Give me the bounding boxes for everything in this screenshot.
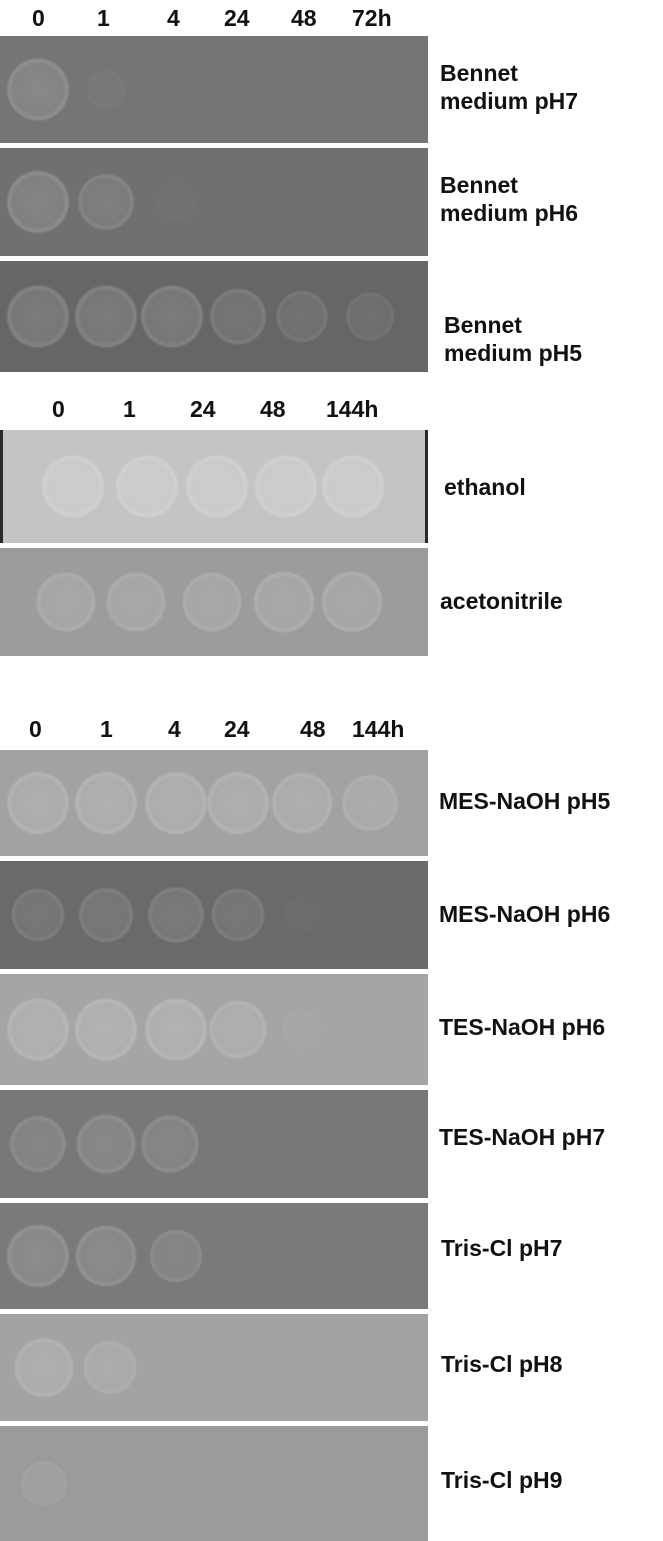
colony-spot <box>13 1337 75 1398</box>
plate-strip <box>0 36 428 143</box>
time-label: 4 <box>168 716 181 742</box>
row-label: Tris-Cl pH8 <box>441 1351 563 1377</box>
plate-strip <box>0 861 428 969</box>
plate-image <box>10 886 322 944</box>
colony-spot <box>208 999 268 1060</box>
colony-spot <box>82 1340 138 1395</box>
colony-spot <box>275 290 329 343</box>
row-label: MES-NaOH pH6 <box>439 901 611 927</box>
colony-spot <box>320 570 384 634</box>
colony-spot <box>6 57 70 122</box>
colony-spot <box>6 771 70 835</box>
colony-spot <box>341 774 399 832</box>
row-label: Tris-Cl pH9 <box>441 1467 563 1493</box>
plate-strip <box>0 1314 428 1421</box>
plate-strip <box>0 750 428 856</box>
colony-spot <box>252 570 316 634</box>
plate-strip <box>0 974 428 1085</box>
time-label: 24 <box>224 5 250 31</box>
time-label: 0 <box>52 396 65 422</box>
colony-spot <box>185 454 249 519</box>
colony-spot <box>10 887 66 943</box>
colony-spot <box>148 1228 204 1284</box>
time-label: 4 <box>167 5 180 31</box>
plate-image <box>13 1337 138 1398</box>
time-label: 48 <box>291 5 317 31</box>
plate-strip <box>0 261 428 372</box>
time-label: 48 <box>260 396 286 422</box>
colony-spot <box>9 1115 67 1173</box>
row-label: Bennet medium pH7 <box>440 60 579 114</box>
plate-image <box>6 284 395 349</box>
row-label: Bennet medium pH5 <box>444 312 583 366</box>
colony-spot <box>140 284 204 349</box>
colony-spot <box>282 1009 322 1050</box>
colony-spot <box>156 182 196 222</box>
row-label: Tris-Cl pH7 <box>441 1235 563 1261</box>
colony-spot <box>105 571 167 633</box>
colony-spot <box>209 287 267 346</box>
row-label: TES-NaOH pH6 <box>439 1014 606 1040</box>
colony-spot <box>6 284 70 349</box>
plate-strip <box>0 1203 428 1309</box>
colony-spot <box>181 571 243 633</box>
plate-image <box>6 771 399 835</box>
plate-image <box>9 1113 200 1175</box>
colony-spot <box>144 997 208 1062</box>
time-label: 24 <box>224 716 250 742</box>
plate-strip <box>0 430 428 543</box>
row-label: acetonitrile <box>440 588 563 614</box>
plate-strip <box>0 1090 428 1198</box>
row-label: ethanol <box>444 474 526 500</box>
colony-spot <box>206 771 270 835</box>
plate-image <box>6 57 126 122</box>
colony-spot <box>74 771 138 835</box>
colony-spot <box>77 173 135 231</box>
colony-spot <box>20 1460 68 1507</box>
plate-strip <box>0 548 428 656</box>
time-label: 48 <box>300 716 326 742</box>
colony-spot <box>35 571 97 633</box>
plate-image <box>41 454 385 519</box>
colony-spot <box>74 284 138 349</box>
colony-spot <box>210 887 266 943</box>
time-label: 0 <box>32 5 45 31</box>
row-label: TES-NaOH pH7 <box>439 1124 606 1150</box>
row-label: MES-NaOH pH5 <box>439 788 611 814</box>
time-label: 1 <box>100 716 113 742</box>
time-label: 144h <box>326 396 379 422</box>
plate-image <box>6 997 322 1062</box>
colony-spot <box>321 454 385 519</box>
time-label: 0 <box>29 716 42 742</box>
time-label: 72h <box>352 5 392 31</box>
colony-spot <box>282 895 322 935</box>
plate-image <box>35 570 384 634</box>
time-label: 1 <box>97 5 110 31</box>
plate-strip <box>0 1426 428 1541</box>
colony-spot <box>74 1224 138 1288</box>
colony-spot <box>6 997 70 1062</box>
time-label: 1 <box>123 396 136 422</box>
colony-spot <box>75 1113 137 1175</box>
colony-spot <box>270 771 334 835</box>
colony-spot <box>86 69 126 110</box>
colony-spot <box>140 1114 200 1174</box>
colony-spot <box>147 886 205 944</box>
colony-spot <box>115 454 179 519</box>
colony-spot <box>41 454 105 519</box>
row-label: Bennet medium pH6 <box>440 172 579 226</box>
plate-image <box>6 1224 204 1288</box>
colony-spot <box>78 887 134 943</box>
colony-spot <box>144 771 208 835</box>
plate-image <box>20 1460 68 1507</box>
colony-spot <box>345 291 395 342</box>
colony-spot <box>6 170 70 234</box>
time-label: 144h <box>352 716 405 742</box>
colony-spot <box>74 997 138 1062</box>
colony-spot <box>254 454 318 519</box>
plate-strip <box>0 148 428 256</box>
colony-spot <box>6 1224 70 1288</box>
time-label: 24 <box>190 396 216 422</box>
plate-image <box>6 170 196 234</box>
